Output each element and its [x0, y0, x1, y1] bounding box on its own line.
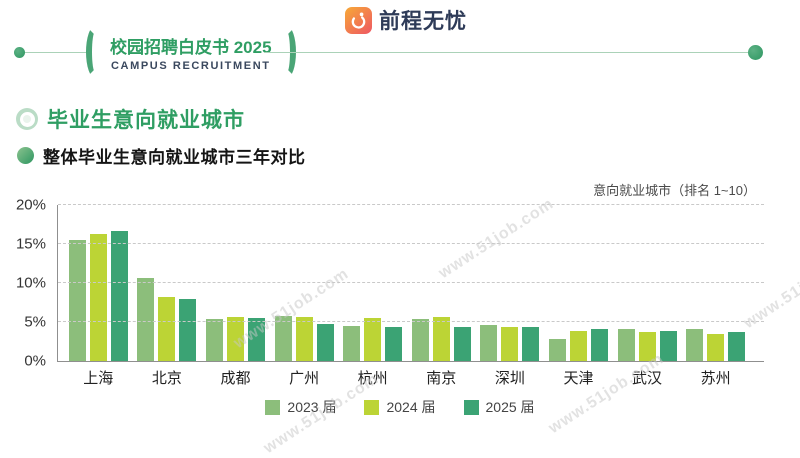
- bar: [110, 230, 128, 361]
- legend-label: 2024 届: [386, 399, 436, 415]
- x-axis-label: 杭州: [357, 370, 388, 387]
- x-axis-label: 南京: [426, 370, 457, 387]
- x-axis-label: 苏州: [700, 370, 731, 387]
- y-tick-label: 5%: [24, 313, 46, 331]
- legend-swatch-icon: [364, 399, 380, 415]
- bar-group: 南京: [411, 205, 471, 387]
- bar: [501, 326, 519, 361]
- bar: [480, 325, 498, 361]
- x-axis-label: 北京: [151, 370, 182, 387]
- bar: [364, 318, 382, 361]
- bar: [686, 329, 704, 361]
- watermark: www.51job.com: [545, 350, 667, 438]
- legend-label: 2023 届: [287, 399, 337, 415]
- badge-left-arc-icon: [86, 26, 104, 78]
- logo-glyph: [351, 12, 366, 29]
- logo-51job-icon: [345, 6, 372, 34]
- logo-51job: 前程无忧: [345, 5, 467, 35]
- bar: [411, 318, 429, 361]
- bar: [158, 297, 176, 361]
- y-tick-label: 15%: [15, 235, 46, 253]
- bar: [226, 317, 244, 361]
- x-axis-label: 天津: [563, 370, 594, 387]
- plot-area: 上海 北京 成都 广州 杭州 南京 深圳 天津 武汉 苏州: [57, 204, 764, 387]
- bar: [295, 317, 313, 361]
- header-right-dot-icon: [748, 45, 763, 60]
- legend-label: 2025 届: [485, 399, 535, 415]
- section-ring-icon: [16, 108, 38, 130]
- legend-item: 2024 届: [364, 397, 436, 417]
- gridline: [58, 321, 764, 322]
- legend: 2023 届 2024 届 2025 届: [0, 397, 800, 417]
- bar: [617, 329, 635, 361]
- bar: [432, 317, 450, 361]
- x-axis-label: 深圳: [494, 370, 525, 387]
- bar-group: 成都: [205, 205, 265, 387]
- header-left-dot-icon: [14, 47, 25, 58]
- subsection-title: 整体毕业生意向就业城市三年对比: [43, 148, 306, 167]
- bar-group: 天津: [548, 205, 608, 387]
- bar: [89, 233, 107, 361]
- x-axis-label: 成都: [220, 370, 251, 387]
- bar: [453, 327, 471, 361]
- gridline: [58, 204, 764, 205]
- bar: [274, 315, 292, 361]
- legend-swatch-icon: [265, 399, 281, 415]
- bar: [569, 330, 587, 361]
- bar: [385, 326, 403, 361]
- bar: [247, 318, 265, 361]
- bar: [659, 330, 677, 361]
- x-axis-label: 上海: [83, 370, 114, 387]
- legend-item: 2023 届: [265, 397, 336, 417]
- bar: [137, 278, 155, 361]
- y-tick-label: 0%: [24, 352, 46, 370]
- badge-subtitle: CAMPUS RECRUITMENT: [110, 59, 271, 72]
- bar: [728, 332, 746, 361]
- section-title: 毕业生意向就业城市: [47, 109, 245, 132]
- bar: [548, 339, 566, 361]
- bar-group: 武汉: [617, 205, 677, 387]
- subsection-bullet-icon: [17, 147, 34, 164]
- bar-group: 深圳: [480, 205, 540, 387]
- bar: [590, 329, 608, 361]
- badge-title: 校园招聘白皮书 2025: [110, 37, 272, 57]
- y-tick-label: 20%: [15, 196, 46, 214]
- bar: [205, 318, 223, 361]
- bar-group: 上海: [68, 205, 128, 387]
- header-line-right: [264, 52, 748, 53]
- x-axis-label: 武汉: [632, 370, 663, 387]
- logo-text: 前程无忧: [379, 10, 467, 33]
- bar: [316, 323, 334, 361]
- bar-group: 北京: [137, 205, 197, 387]
- bar: [68, 240, 86, 361]
- legend-item: 2025 届: [463, 397, 535, 417]
- bar-group: 苏州: [686, 205, 746, 387]
- chart-note: 意向就业城市（排名 1~10）: [593, 183, 756, 198]
- bar: [638, 332, 656, 361]
- bar-groups: 上海 北京 成都 广州 杭州 南京 深圳 天津 武汉 苏州: [58, 205, 764, 387]
- y-tick-label: 10%: [15, 274, 46, 292]
- bar: [707, 334, 725, 361]
- y-axis: 0% 5% 10% 15% 20%: [0, 197, 52, 370]
- bar: [179, 299, 197, 361]
- x-axis-label: 广州: [289, 370, 320, 387]
- legend-swatch-icon: [463, 399, 479, 415]
- gridline: [58, 243, 764, 244]
- header-line-left: [25, 52, 87, 53]
- bar: [343, 325, 361, 361]
- gridline: [58, 282, 764, 283]
- bar: [522, 327, 540, 361]
- bar-group: 广州: [274, 205, 334, 387]
- bar-group: 杭州: [343, 205, 403, 387]
